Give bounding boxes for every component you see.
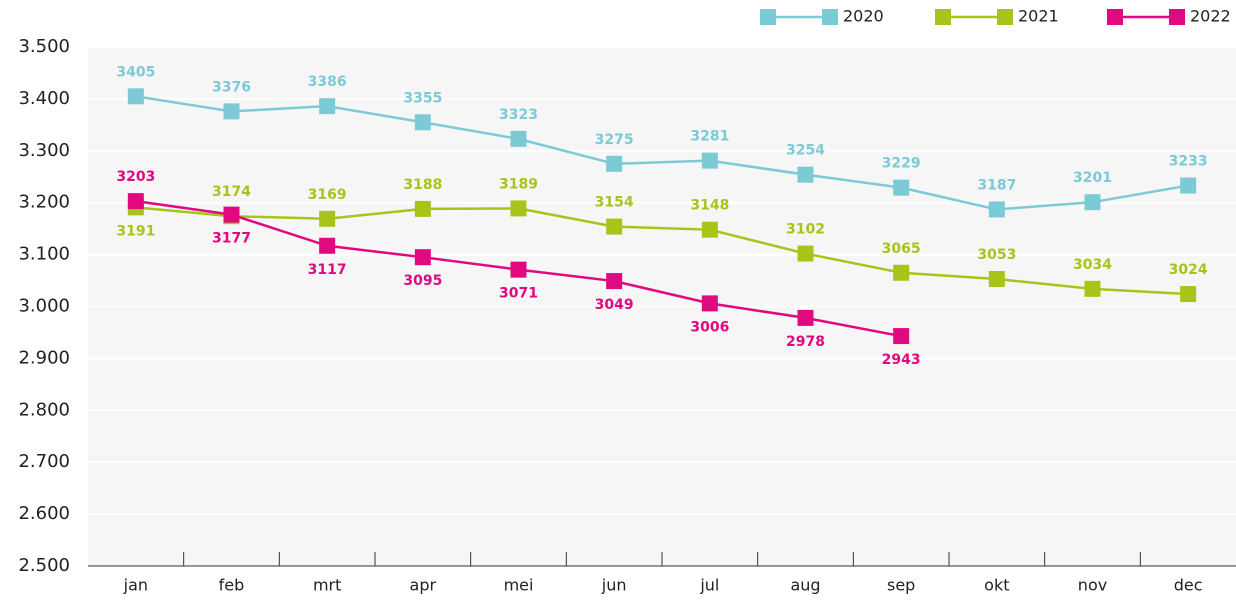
x-tick-label: mrt [313, 576, 341, 595]
point-marker [988, 270, 1005, 287]
data-label: 2943 [882, 352, 921, 368]
data-label: 3386 [308, 74, 347, 90]
data-label: 3323 [499, 107, 538, 123]
data-label: 3071 [499, 286, 538, 302]
data-label: 3233 [1169, 154, 1208, 170]
point-marker [223, 103, 240, 120]
point-marker [414, 114, 431, 131]
data-label: 3201 [1073, 170, 1112, 186]
y-tick-label: 3.500 [18, 36, 70, 57]
legend-marker [935, 9, 951, 25]
data-label: 3102 [786, 222, 825, 238]
point-marker [606, 218, 623, 235]
y-tick-label: 2.500 [18, 555, 70, 576]
data-label: 3275 [595, 132, 634, 148]
legend-label: 2022 [1190, 7, 1231, 26]
point-marker [319, 210, 336, 227]
point-marker [988, 201, 1005, 218]
data-label: 3189 [499, 176, 538, 192]
data-label: 3229 [882, 156, 921, 172]
x-tick-label: jun [601, 576, 627, 595]
point-marker [127, 88, 144, 105]
data-label: 3117 [308, 262, 347, 278]
point-marker [893, 179, 910, 196]
x-tick-label: nov [1078, 576, 1107, 595]
data-label: 3148 [690, 198, 729, 214]
series-line [135, 95, 1189, 211]
data-label: 3049 [595, 297, 634, 313]
legend-label: 2021 [1018, 7, 1059, 26]
point-marker [701, 295, 718, 312]
x-tick-label: mei [504, 576, 534, 595]
series-line [135, 206, 1189, 296]
point-marker [510, 130, 527, 147]
x-tick-label: apr [410, 576, 437, 595]
data-label: 2978 [786, 334, 825, 350]
x-tick-label: jan [123, 576, 148, 595]
data-label: 3254 [786, 143, 825, 159]
point-marker [606, 155, 623, 172]
data-label: 3065 [882, 241, 921, 257]
legend-marker [1107, 9, 1123, 25]
point-marker [1180, 177, 1197, 194]
y-tick-label: 2.700 [18, 451, 70, 472]
point-marker [701, 221, 718, 238]
point-marker [797, 309, 814, 326]
y-tick-label: 2.800 [18, 399, 70, 420]
data-label: 3405 [116, 64, 155, 80]
point-marker [319, 237, 336, 254]
point-marker [893, 328, 910, 345]
y-tick-label: 3.200 [18, 192, 70, 213]
data-label: 3024 [1169, 262, 1208, 278]
x-tick-label: okt [984, 576, 1009, 595]
y-tick-label: 2.600 [18, 503, 70, 524]
y-tick-label: 3.000 [18, 296, 70, 317]
point-marker [797, 245, 814, 262]
point-marker [127, 193, 144, 210]
point-marker [701, 152, 718, 169]
data-label: 3187 [977, 177, 1016, 193]
x-tick-label: dec [1174, 576, 1203, 595]
data-label: 3188 [403, 177, 442, 193]
data-label: 3006 [690, 319, 729, 335]
data-label: 3053 [977, 247, 1016, 263]
legend-marker [1169, 9, 1185, 25]
point-marker [510, 261, 527, 278]
x-tick-label: sep [887, 576, 915, 595]
point-marker [223, 206, 240, 223]
x-tick-label: feb [219, 576, 245, 595]
data-label: 3174 [212, 184, 251, 200]
data-label: 3203 [116, 169, 155, 185]
point-marker [797, 166, 814, 183]
x-tick-label: jul [699, 576, 719, 595]
data-label: 3169 [308, 187, 347, 203]
x-tick-label: aug [790, 576, 820, 595]
y-tick-label: 2.900 [18, 347, 70, 368]
point-marker [414, 249, 431, 266]
point-marker [1084, 280, 1101, 297]
point-marker [319, 98, 336, 115]
point-marker [414, 200, 431, 217]
legend-marker [997, 9, 1013, 25]
y-tick-label: 3.100 [18, 244, 70, 265]
data-label: 3095 [403, 273, 442, 289]
y-tick-label: 3.300 [18, 140, 70, 161]
y-tick-label: 3.400 [18, 88, 70, 109]
data-label: 3177 [212, 231, 251, 247]
data-label: 3154 [595, 195, 634, 211]
point-marker [1084, 194, 1101, 211]
point-marker [510, 200, 527, 217]
point-marker [606, 273, 623, 290]
data-label: 3376 [212, 79, 251, 95]
legend-marker [822, 9, 838, 25]
data-label: 3355 [403, 90, 442, 106]
legend-marker [760, 9, 776, 25]
point-marker [1180, 286, 1197, 303]
point-marker [893, 264, 910, 281]
legend-label: 2020 [843, 7, 884, 26]
data-label: 3034 [1073, 257, 1112, 273]
data-label: 3191 [116, 223, 155, 239]
data-label: 3281 [690, 129, 729, 145]
